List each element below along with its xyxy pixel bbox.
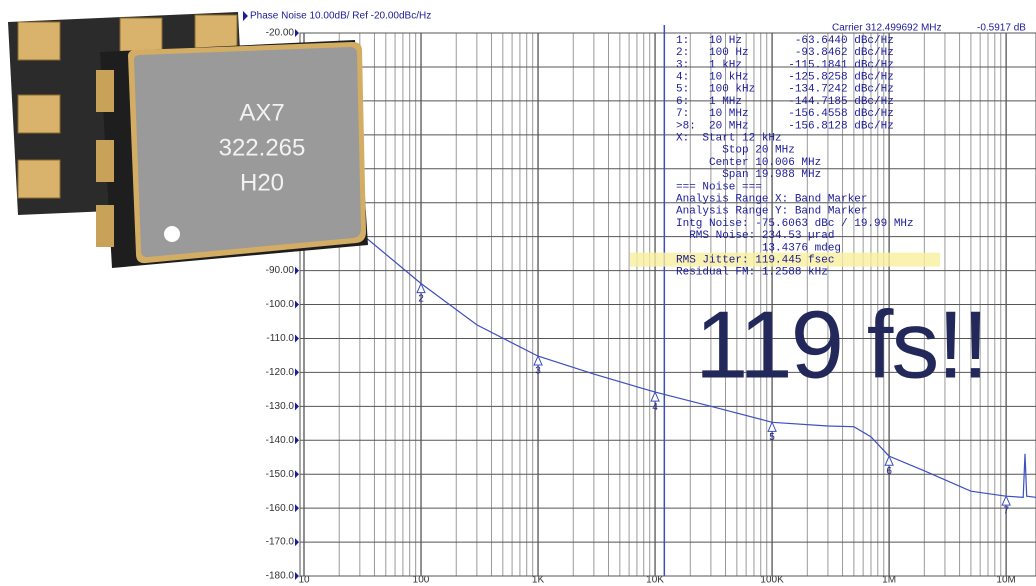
highlight — [630, 252, 940, 267]
info-line: 1: 10 Hz -63.6440 dBc/Hz — [676, 35, 894, 47]
chip-pad — [17, 21, 61, 61]
y-tick-arrow — [295, 266, 299, 275]
info-line: RMS Jitter: 119.445 fsec — [676, 255, 834, 267]
info-line: Span 19.988 MHz — [676, 169, 821, 181]
info-line: >8: 20 MHz -156.8128 dBc/Hz — [676, 120, 894, 132]
y-tick-arrow — [295, 300, 299, 309]
y-tick-label: -110.0 — [266, 333, 294, 344]
marker-label: 5 — [769, 432, 775, 443]
chip-pad — [17, 94, 61, 134]
marker — [650, 390, 660, 402]
info-line: Analysis Range Y: Band Marker — [676, 206, 867, 218]
marker — [416, 282, 426, 294]
info-line: === Noise === — [676, 181, 762, 193]
marker — [533, 354, 543, 366]
y-tick-arrow — [295, 572, 299, 580]
chip-text: AX7 — [239, 99, 284, 126]
y-tick-label: -130.0 — [266, 401, 295, 412]
y-tick-label: -140.0 — [266, 435, 295, 446]
oscillator-image: AX7 322.265 H20 — [8, 12, 368, 268]
y-tick-arrow — [295, 29, 299, 37]
info-line: Stop 20 MHz — [676, 145, 795, 157]
chip-side-pad — [96, 70, 114, 112]
info-line: 6: 1 MHz -144.7185 dBc/Hz — [676, 96, 894, 108]
y-tick-label: -180.0 — [266, 571, 295, 582]
chip-dot — [164, 226, 180, 242]
marker — [1001, 494, 1011, 506]
header-left: Phase Noise 10.00dB/ Ref -20.00dBc/Hz — [250, 11, 431, 22]
x-tick-label: 1K — [532, 575, 545, 586]
info-line: Analysis Range X: Band Marker — [676, 194, 867, 206]
header-power: -0.5917 dB — [977, 23, 1026, 34]
info-line: Center 10.006 MHz — [676, 157, 821, 169]
y-tick-arrow — [295, 538, 299, 547]
noise-curve — [303, 180, 1036, 498]
header-arrow — [243, 11, 248, 21]
chip-face — [134, 47, 361, 258]
info-line: 4: 10 kHz -125.8258 dBc/Hz — [676, 72, 894, 84]
x-tick-label: 1M — [882, 575, 896, 586]
y-tick-arrow — [295, 334, 299, 343]
y-tick-arrow — [295, 368, 299, 377]
y-tick-label: -20.00 — [266, 28, 295, 39]
y-tick-label: -150.0 — [266, 469, 295, 480]
marker — [884, 455, 894, 466]
marker-label: 3 — [535, 366, 541, 377]
info-line: X: Start 12 kHz — [676, 133, 782, 145]
x-tick-label: 100 — [413, 575, 430, 586]
chip-pad — [17, 159, 61, 199]
info-line: 13.4376 mdeg — [676, 242, 841, 254]
y-tick-arrow — [295, 402, 299, 411]
info-line: Intg Noise: -75.6063 dBc / 19.99 MHz — [676, 218, 914, 230]
header-carrier: Carrier 312.499692 MHz — [832, 23, 942, 34]
y-tick-label: -100.0 — [266, 299, 295, 310]
x-tick-label: 10M — [996, 575, 1015, 586]
x-tick-label: 10K — [646, 575, 664, 586]
info-line: 7: 10 MHz -156.4558 dBc/Hz — [676, 108, 894, 120]
x-tick-label: 100K — [760, 575, 784, 586]
marker-label: 7 — [1003, 506, 1009, 517]
y-tick-arrow — [295, 504, 299, 513]
info-line: RMS Noise: 234.53 µrad — [676, 230, 834, 242]
marker-label: 4 — [652, 402, 658, 413]
chip-text: H20 — [240, 169, 284, 196]
y-tick-arrow — [295, 436, 299, 445]
y-tick-label: -160.0 — [266, 503, 295, 514]
chip-side-pad — [96, 205, 114, 247]
info-line: 3: 1 kHz -115.1841 dBc/Hz — [676, 59, 894, 71]
x-tick-label: 10 — [298, 575, 310, 586]
overlay-text: 119 fs!! — [695, 291, 987, 398]
chip-side-pad — [96, 140, 114, 182]
marker — [767, 421, 777, 432]
chip-text: 322.265 — [219, 134, 306, 161]
y-tick-arrow — [295, 470, 299, 479]
plot-frame — [299, 32, 1036, 577]
y-tick-label: -170.0 — [266, 537, 295, 548]
y-tick-label: -120.0 — [266, 367, 295, 378]
y-tick-label: -90.00 — [266, 265, 295, 276]
info-line: 5: 100 kHz -134.7242 dBc/Hz — [676, 84, 894, 96]
info-line: Residual FM: 1.2588 kHz — [676, 267, 828, 279]
marker-label: 2 — [418, 293, 424, 304]
marker-label: 6 — [886, 466, 892, 477]
info-line: 2: 100 Hz -93.8462 dBc/Hz — [676, 47, 894, 59]
